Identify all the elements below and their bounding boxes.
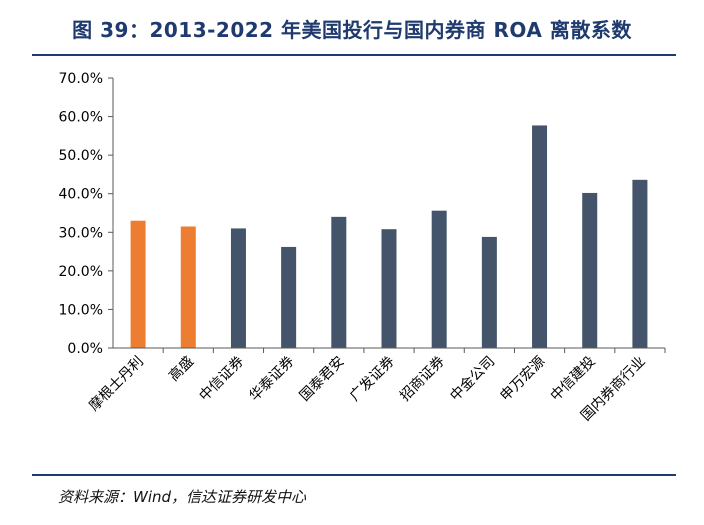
bar	[481, 236, 497, 348]
bar	[331, 216, 347, 348]
y-tick-label: 60.0%	[59, 110, 103, 126]
bar	[431, 210, 447, 348]
x-category-label: 招商证券	[397, 354, 448, 405]
footer-divider	[32, 474, 676, 476]
bar	[582, 192, 598, 348]
y-tick-label: 50.0%	[59, 148, 103, 164]
bar	[130, 220, 146, 348]
bar	[532, 125, 548, 348]
bar	[281, 246, 297, 348]
bar	[230, 228, 246, 348]
x-category-label: 中信证券	[196, 354, 247, 405]
y-tick-label: 40.0%	[59, 187, 103, 203]
x-category-label: 高盛	[165, 353, 197, 385]
x-category-label: 广发证券	[347, 354, 398, 405]
y-tick-label: 10.0%	[59, 302, 103, 318]
source-note: 资料来源：Wind，信达证券研发中心	[58, 488, 307, 506]
x-category-label: 中金公司	[447, 354, 498, 405]
bar	[381, 229, 397, 348]
x-category-label: 国泰君安	[297, 354, 348, 405]
x-category-label: 摩根士丹利	[85, 353, 147, 415]
x-category-label: 申万宏源	[497, 354, 548, 405]
y-tick-label: 20.0%	[59, 264, 103, 280]
y-axis: 0.0% 10.0% 20.0% 30.0% 40.0% 50.0% 60.0% 70.0%	[59, 71, 114, 357]
x-axis: 摩根士丹利 高盛 中信证券 华泰证券 国泰君安 广发证券 招商证券 中金公司 申万宏源 中信建投国…	[85, 347, 666, 424]
bar	[632, 179, 648, 348]
bar	[180, 226, 196, 348]
y-tick-label: 30.0%	[59, 225, 103, 241]
chart-title: 图 39：2013-2022 年美国投行与国内券商 ROA 离散系数	[72, 18, 632, 42]
y-tick-label: 70.0%	[59, 71, 103, 87]
y-tick-label: 0.0%	[67, 341, 103, 357]
x-category-label: 中信建投	[548, 354, 599, 405]
x-category-label: 华泰证券	[247, 354, 298, 405]
title-divider	[32, 54, 676, 56]
bars	[130, 125, 648, 348]
